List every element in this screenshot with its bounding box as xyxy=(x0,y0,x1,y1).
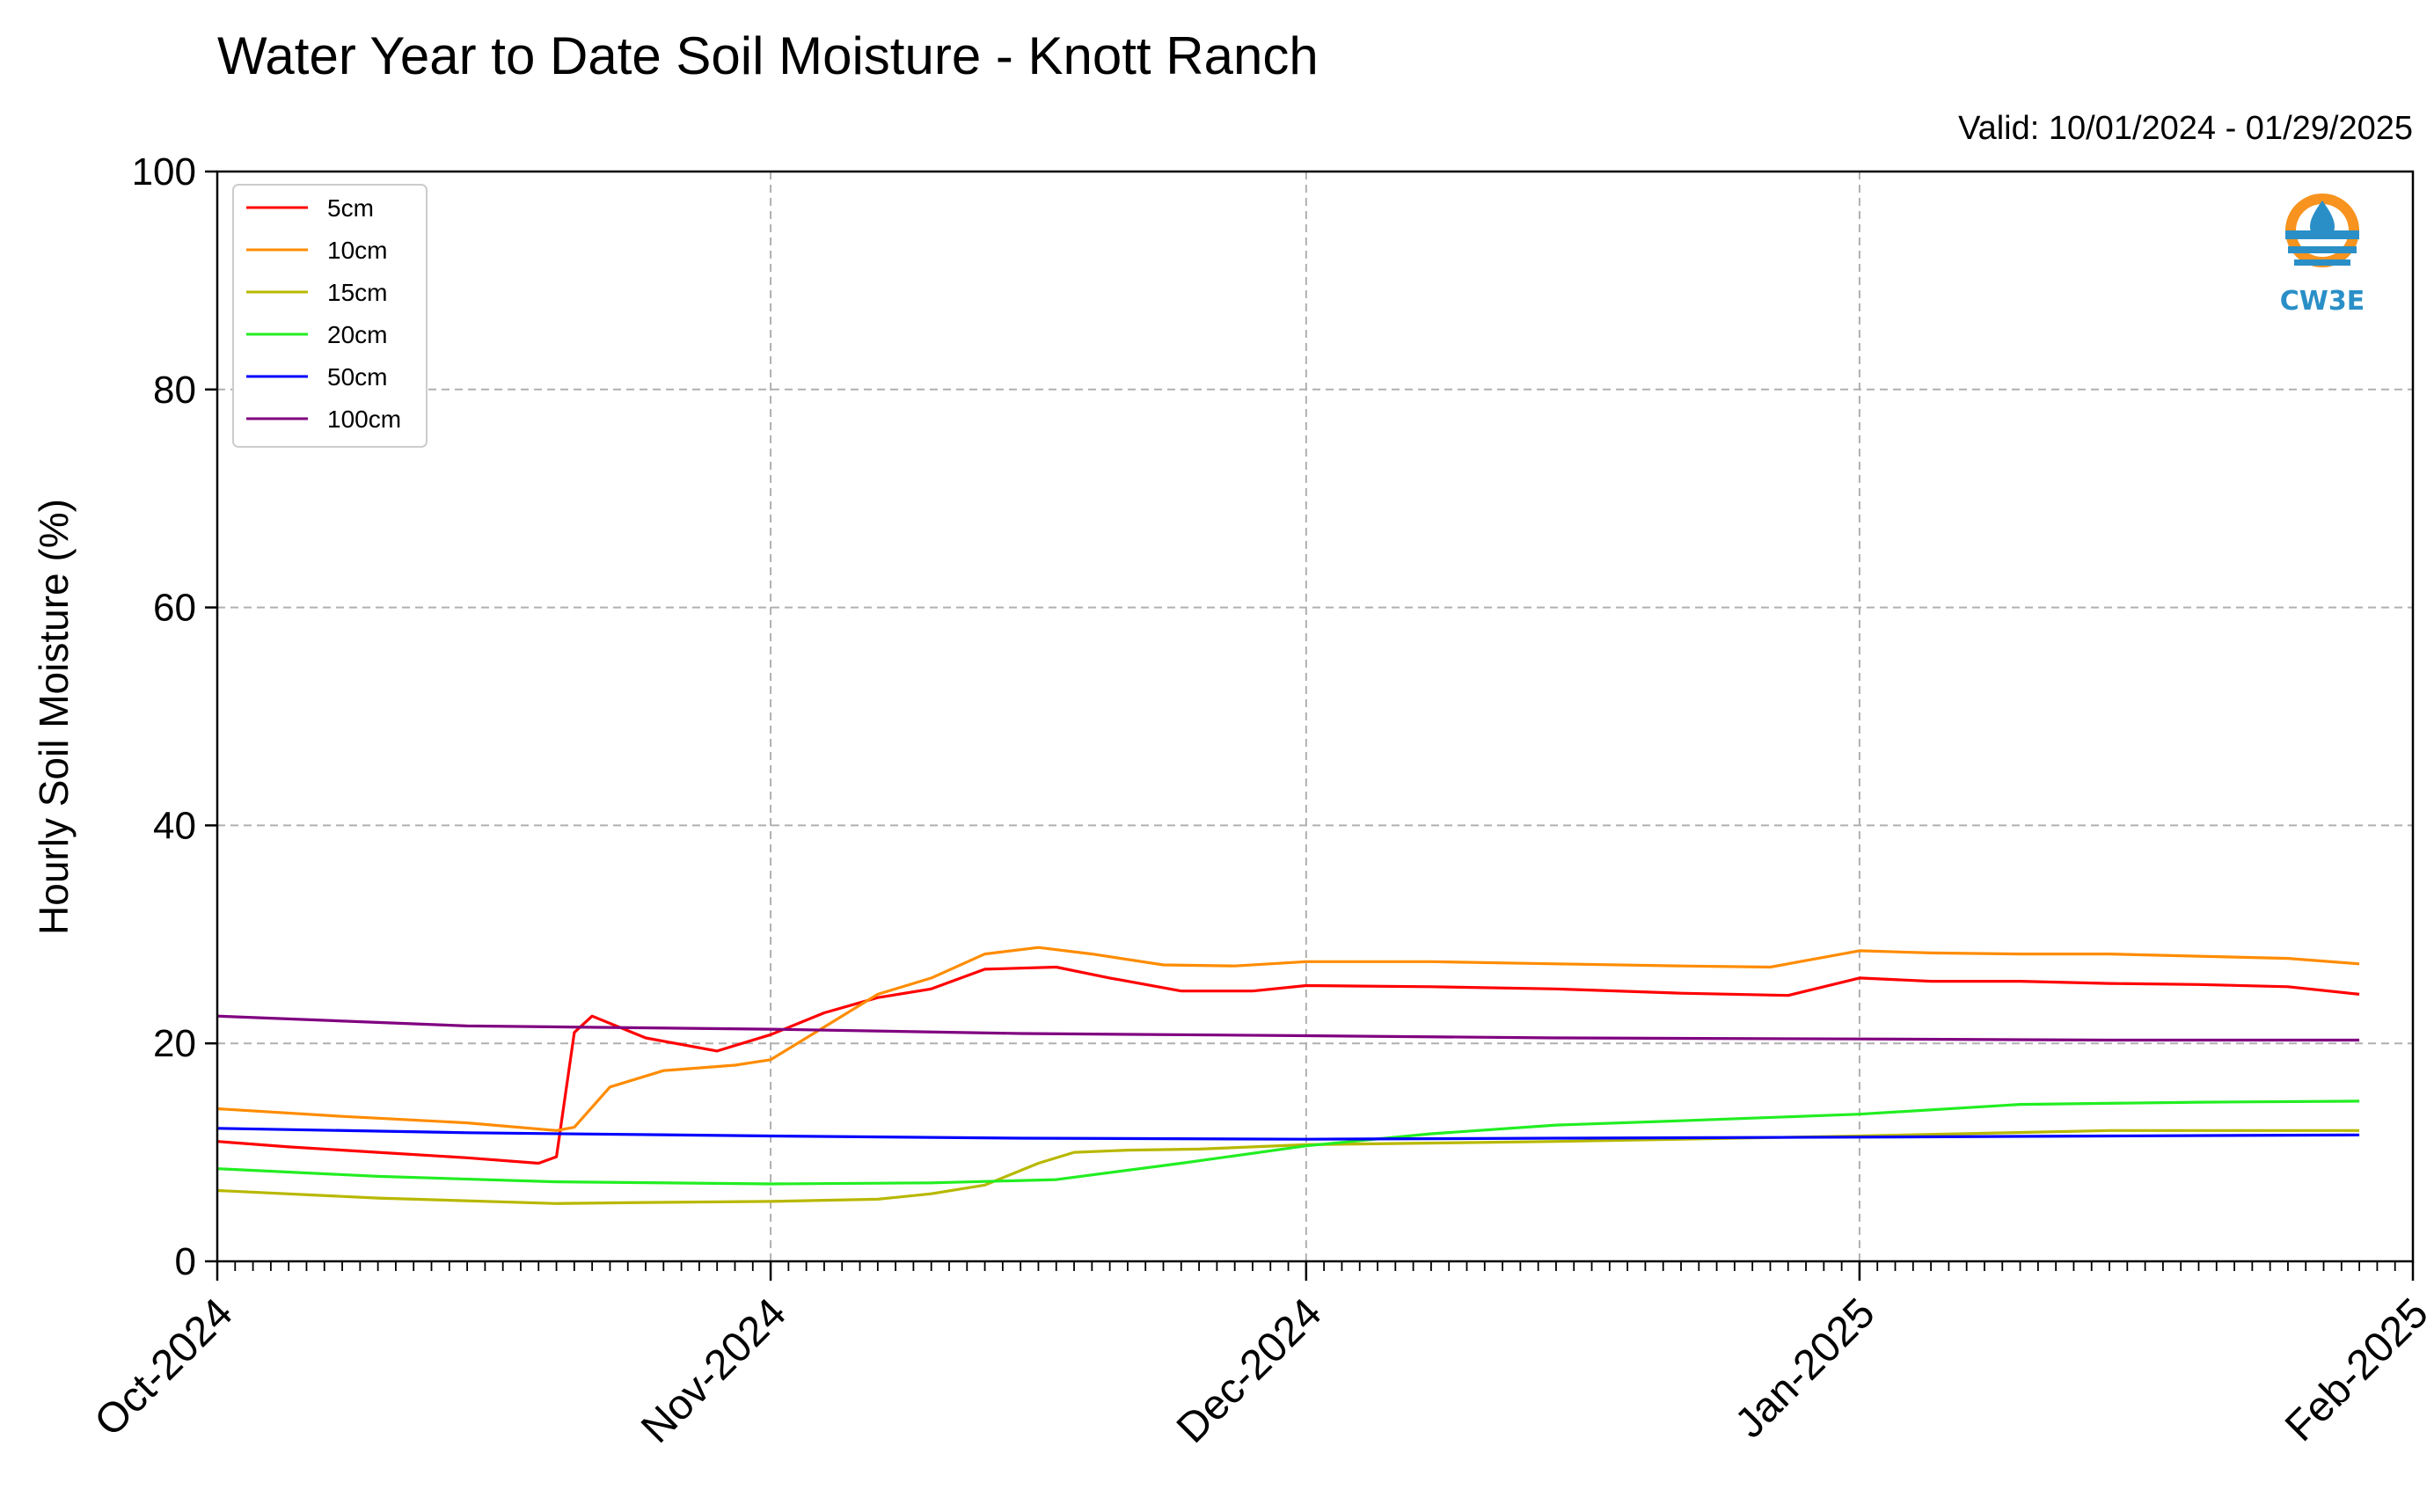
x-tick-label: Jan-2025 xyxy=(1727,1289,1884,1447)
legend-label-15cm: 15cm xyxy=(327,279,387,306)
series-lines xyxy=(216,946,2360,1205)
droplet-icon xyxy=(2310,201,2335,239)
series-line-50cm xyxy=(216,1127,2360,1141)
x-tick-label: Oct-2024 xyxy=(86,1289,242,1445)
logo-text: CW3E xyxy=(2280,286,2365,317)
x-tick-label: Feb-2025 xyxy=(2277,1289,2434,1450)
x-minor-ticks xyxy=(216,1261,2414,1271)
y-tick-label: 20 xyxy=(153,1022,196,1065)
cw3e-logo: CW3E xyxy=(2280,194,2365,317)
y-tick-label: 0 xyxy=(175,1240,196,1283)
legend-label-20cm: 20cm xyxy=(327,321,387,348)
x-axis-ticks: Oct-2024 Nov-2024 Dec-2024 Jan-2025 Feb-2025 xyxy=(86,1261,2434,1452)
x-tick-label: Nov-2024 xyxy=(632,1289,795,1452)
series-line-10cm xyxy=(216,946,2360,1132)
legend-label-50cm: 50cm xyxy=(327,363,387,391)
legend-label-10cm: 10cm xyxy=(327,237,387,264)
wave-icon xyxy=(2285,230,2359,266)
series-line-5cm xyxy=(216,965,2360,1165)
legend-label-100cm: 100cm xyxy=(327,405,401,433)
y-tick-label: 60 xyxy=(153,587,196,630)
grid-lines xyxy=(217,172,2413,1261)
y-tick-label: 100 xyxy=(132,150,196,194)
chart-subtitle: Valid: 10/01/2024 - 01/29/2025 xyxy=(1958,110,2413,147)
chart-title: Water Year to Date Soil Moisture - Knott… xyxy=(217,26,1319,85)
series-line-15cm xyxy=(216,1129,2360,1205)
y-axis-ticks: 0 20 40 60 80 100 xyxy=(132,150,217,1283)
y-tick-label: 40 xyxy=(153,804,196,847)
y-tick-label: 80 xyxy=(153,369,196,412)
x-tick-label: Dec-2024 xyxy=(1168,1289,1331,1452)
plot-frame xyxy=(216,170,2415,1263)
series-line-20cm xyxy=(216,1099,2360,1186)
y-axis-label: Hourly Soil Moisture (%) xyxy=(31,499,77,935)
legend-label-5cm: 5cm xyxy=(327,194,374,222)
series-line-100cm xyxy=(216,1014,2360,1042)
legend: 5cm 10cm 15cm 20cm 50cm 100cm xyxy=(232,184,428,448)
